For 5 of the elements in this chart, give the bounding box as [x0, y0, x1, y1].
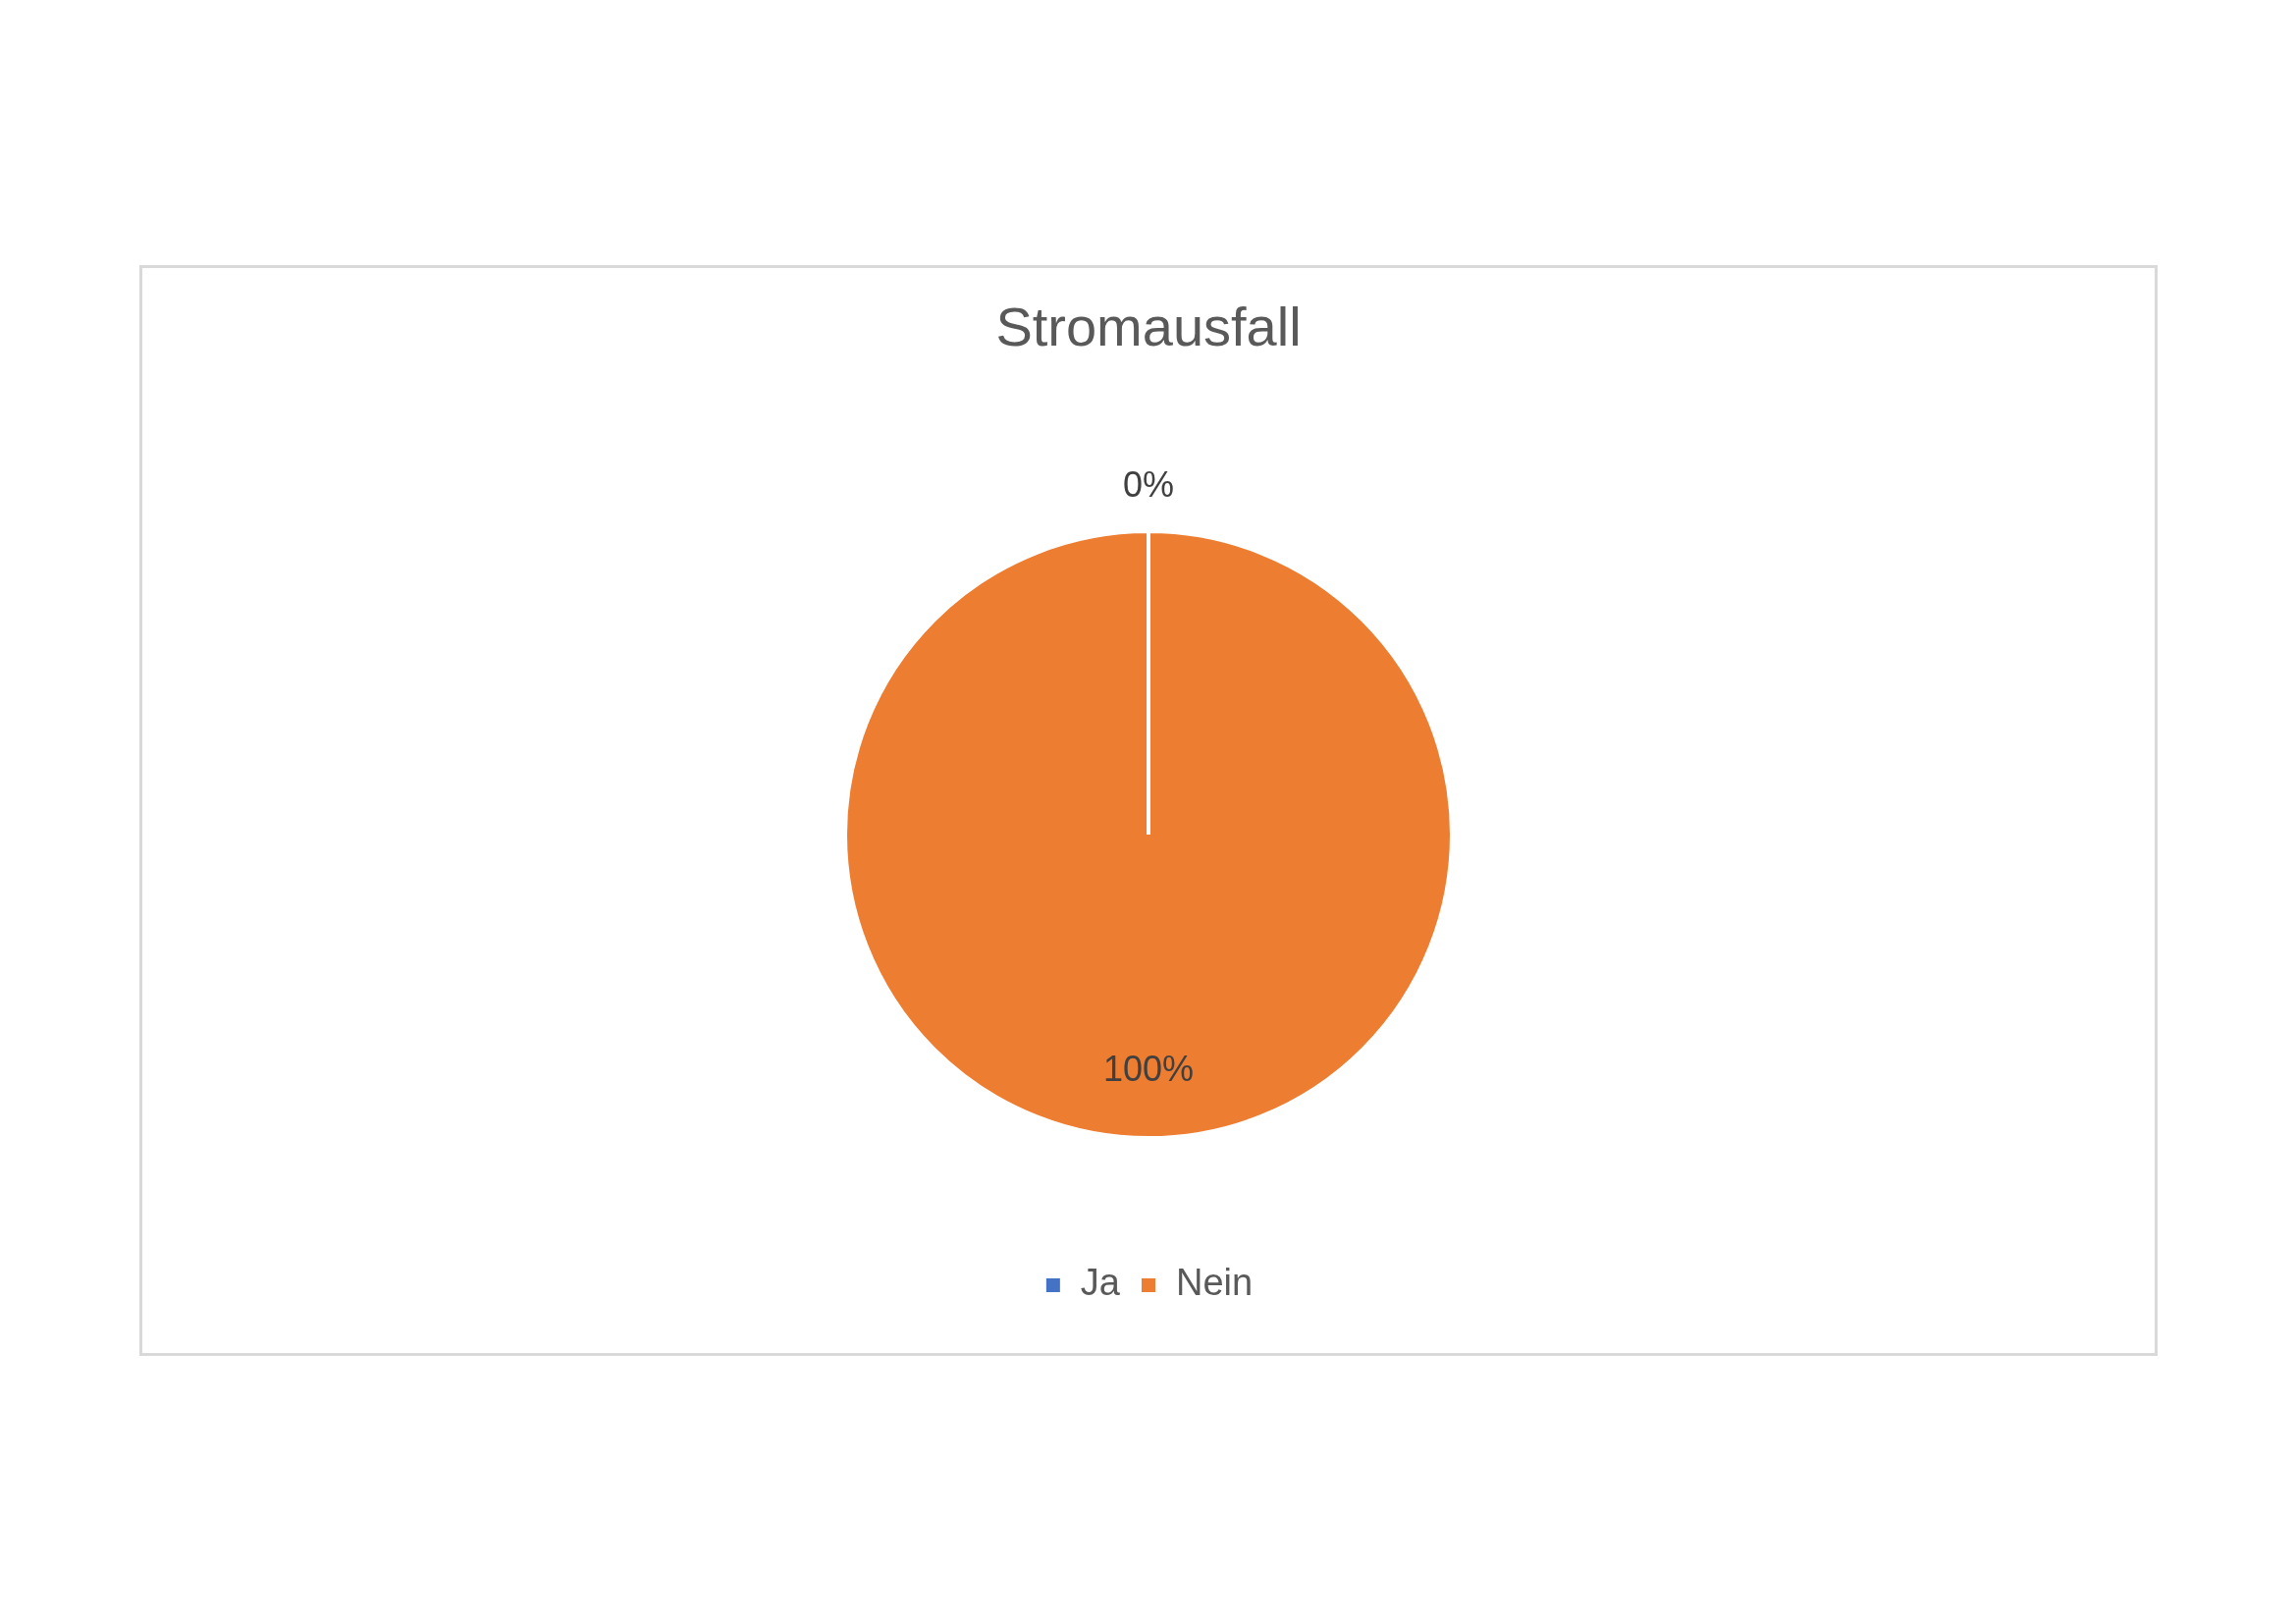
legend-label: Nein: [1175, 1262, 1254, 1304]
chart-title: Stromausfall: [995, 296, 1302, 358]
legend-label: Ja: [1080, 1262, 1121, 1304]
data-label: 100%: [1102, 1049, 1195, 1090]
text: 0%: [1122, 464, 1175, 506]
